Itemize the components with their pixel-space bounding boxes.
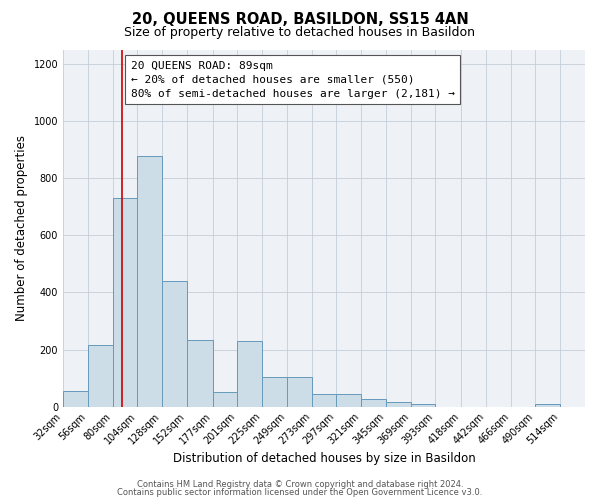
Y-axis label: Number of detached properties: Number of detached properties bbox=[15, 136, 28, 322]
X-axis label: Distribution of detached houses by size in Basildon: Distribution of detached houses by size … bbox=[173, 452, 475, 465]
Bar bbox=[238, 341, 262, 406]
Bar bbox=[287, 376, 311, 406]
Bar bbox=[88, 345, 113, 406]
Bar bbox=[337, 394, 361, 406]
Text: 20 QUEENS ROAD: 89sqm
← 20% of detached houses are smaller (550)
80% of semi-det: 20 QUEENS ROAD: 89sqm ← 20% of detached … bbox=[131, 60, 455, 98]
Text: Size of property relative to detached houses in Basildon: Size of property relative to detached ho… bbox=[125, 26, 476, 39]
Bar bbox=[63, 391, 88, 406]
Text: Contains public sector information licensed under the Open Government Licence v3: Contains public sector information licen… bbox=[118, 488, 482, 497]
Bar bbox=[113, 198, 137, 406]
Bar bbox=[187, 340, 212, 406]
Text: Contains HM Land Registry data © Crown copyright and database right 2024.: Contains HM Land Registry data © Crown c… bbox=[137, 480, 463, 489]
Bar bbox=[262, 376, 287, 406]
Bar bbox=[212, 392, 238, 406]
Text: 20, QUEENS ROAD, BASILDON, SS15 4AN: 20, QUEENS ROAD, BASILDON, SS15 4AN bbox=[131, 12, 469, 28]
Bar bbox=[386, 402, 410, 406]
Bar bbox=[535, 404, 560, 406]
Bar bbox=[311, 394, 337, 406]
Bar bbox=[162, 281, 187, 406]
Bar bbox=[410, 404, 436, 406]
Bar bbox=[361, 400, 386, 406]
Bar bbox=[137, 156, 162, 406]
